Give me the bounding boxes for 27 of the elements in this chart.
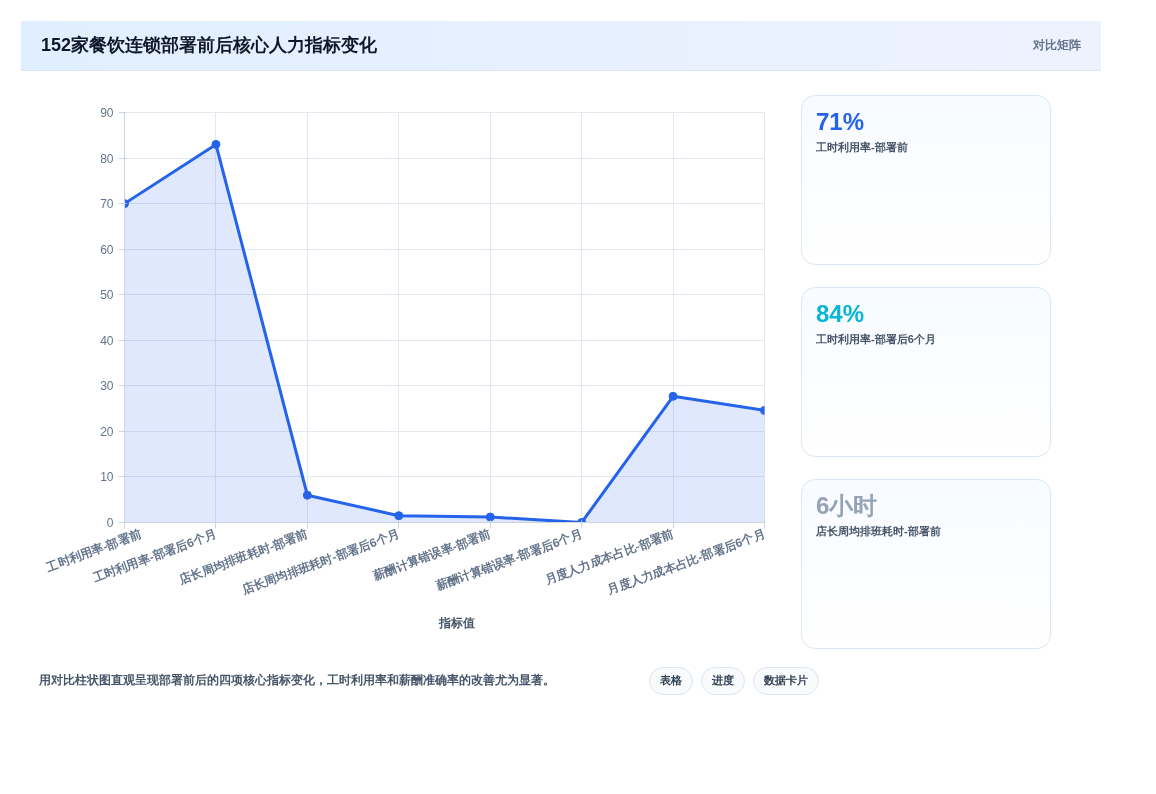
y-tick-label: 80 bbox=[100, 151, 114, 166]
text: 数据卡片 bbox=[753, 667, 819, 695]
text: 工时利用率-部署前 bbox=[816, 140, 909, 155]
y-tick-label: 50 bbox=[100, 288, 114, 303]
point bbox=[211, 139, 221, 149]
point bbox=[302, 490, 312, 500]
y-tick-label: 60 bbox=[100, 242, 114, 257]
y-tick-label: 0 bbox=[106, 516, 114, 530]
text: 指标值 bbox=[438, 614, 475, 632]
chart-title: 152家餐饮连锁部署前后核心人力指标变化 bbox=[41, 33, 378, 57]
text: 84% bbox=[816, 300, 866, 328]
text: 71% bbox=[816, 108, 866, 136]
point bbox=[668, 391, 678, 401]
point bbox=[485, 512, 495, 522]
text: 6小时 bbox=[816, 492, 879, 520]
point bbox=[394, 511, 404, 521]
y-tick-label: 10 bbox=[100, 470, 114, 485]
y-tick-label: 90 bbox=[100, 106, 114, 120]
text: 对比矩阵 bbox=[1033, 36, 1081, 54]
y-tick-label: 30 bbox=[100, 379, 114, 394]
text: 工时利用率-部署后6个月 bbox=[816, 332, 937, 347]
y-tick-label: 70 bbox=[100, 197, 114, 212]
text: 表格 bbox=[649, 667, 693, 695]
y-tick-label: 40 bbox=[100, 333, 114, 348]
text: 用对比柱状图直观呈现部署前后的四项核心指标变化，工时利用率和薪酬准确率的改善尤为显著。 bbox=[39, 672, 556, 690]
text: 进度 bbox=[701, 667, 745, 695]
y-tick-label: 20 bbox=[100, 424, 114, 439]
